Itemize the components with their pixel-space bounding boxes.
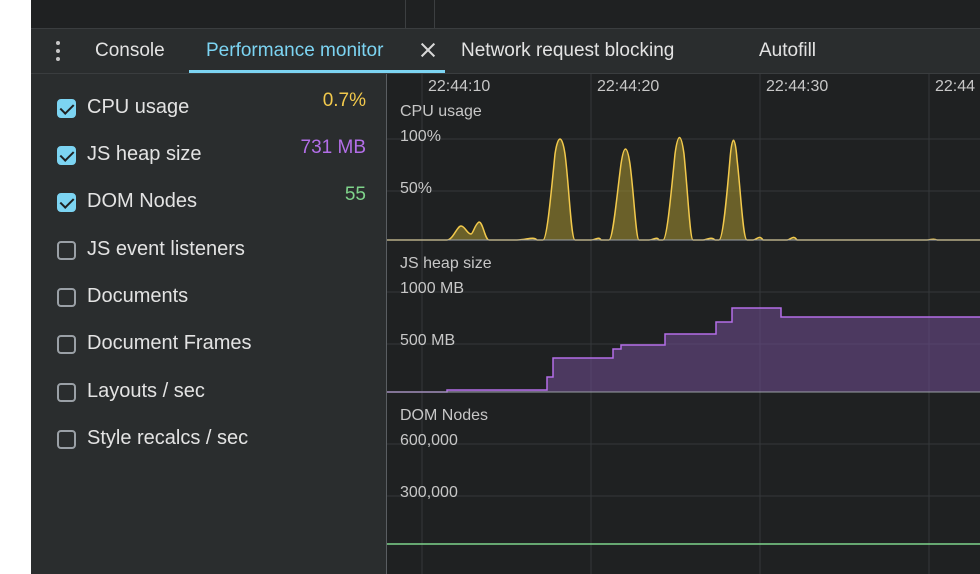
metric-js-event-listeners[interactable]: JS event listeners: [31, 236, 386, 266]
tab-console[interactable]: Console: [95, 40, 165, 61]
checkbox-icon[interactable]: [57, 146, 76, 165]
time-label: 22:44:20: [597, 78, 660, 95]
heap-grid-label: 500 MB: [400, 332, 456, 349]
drawer-tabbar: Console Performance monitor Network requ…: [31, 28, 980, 74]
heap-line: [387, 307, 980, 393]
checkbox-icon[interactable]: [57, 99, 76, 118]
metric-style-recalcs-per-sec[interactable]: Style recalcs / sec: [31, 425, 386, 455]
performance-charts: 22:44:10 22:44:20 22:44:30 22:44 CPU usa…: [387, 74, 980, 574]
devtools-top-area: [31, 0, 980, 28]
metric-label: JS heap size: [87, 143, 202, 165]
metric-label: Layouts / sec: [87, 380, 205, 402]
checkbox-icon[interactable]: [57, 193, 76, 212]
metrics-list: CPU usage 0.7% JS heap size 731 MB DOM N…: [31, 74, 386, 574]
checkbox-icon[interactable]: [57, 430, 76, 449]
checkbox-icon[interactable]: [57, 335, 76, 354]
dom-grid-label: 300,000: [400, 484, 458, 501]
charts-svg: [387, 74, 980, 574]
heap-chart-title: JS heap size: [400, 255, 492, 272]
metric-label: CPU usage: [87, 96, 190, 118]
cpu-chart-title: CPU usage: [400, 103, 482, 120]
metric-document-frames[interactable]: Document Frames: [31, 330, 386, 360]
metric-value: 55: [344, 184, 366, 205]
active-tab-indicator: [189, 70, 445, 73]
panel-divider[interactable]: [386, 74, 387, 574]
metric-value: 0.7%: [322, 90, 366, 111]
page-margin: [0, 0, 31, 574]
metric-value: 731 MB: [300, 137, 366, 158]
cpu-area: [387, 137, 980, 240]
metric-dom-nodes[interactable]: DOM Nodes 55: [31, 184, 386, 218]
checkbox-icon[interactable]: [57, 241, 76, 260]
kebab-menu-icon[interactable]: [51, 38, 65, 64]
dom-grid-label: 600,000: [400, 432, 458, 449]
metric-documents[interactable]: Documents: [31, 283, 386, 313]
cpu-grid-label: 100%: [400, 128, 441, 145]
checkbox-icon[interactable]: [57, 288, 76, 307]
metric-label: DOM Nodes: [87, 190, 198, 212]
time-label: 22:44: [935, 78, 976, 95]
metric-label: Document Frames: [87, 332, 252, 354]
time-label: 22:44:30: [766, 78, 829, 95]
metric-label: Style recalcs / sec: [87, 427, 249, 449]
close-icon[interactable]: [417, 39, 439, 61]
heap-grid-label: 1000 MB: [400, 280, 465, 297]
metric-layouts-per-sec[interactable]: Layouts / sec: [31, 378, 386, 408]
metric-cpu-usage[interactable]: CPU usage 0.7%: [31, 90, 386, 124]
dom-chart-title: DOM Nodes: [400, 407, 489, 424]
top-divider: [434, 0, 435, 28]
tab-network-request-blocking[interactable]: Network request blocking: [461, 40, 675, 61]
heap-area: [387, 308, 980, 392]
time-label: 22:44:10: [428, 78, 491, 95]
tab-performance-monitor[interactable]: Performance monitor: [206, 40, 384, 61]
metric-label: Documents: [87, 285, 189, 307]
checkbox-icon[interactable]: [57, 383, 76, 402]
cpu-grid-label: 50%: [400, 180, 433, 197]
tab-autofill[interactable]: Autofill: [759, 40, 817, 61]
top-divider: [405, 0, 406, 28]
metric-js-heap-size[interactable]: JS heap size 731 MB: [31, 137, 386, 171]
metric-label: JS event listeners: [87, 238, 245, 260]
